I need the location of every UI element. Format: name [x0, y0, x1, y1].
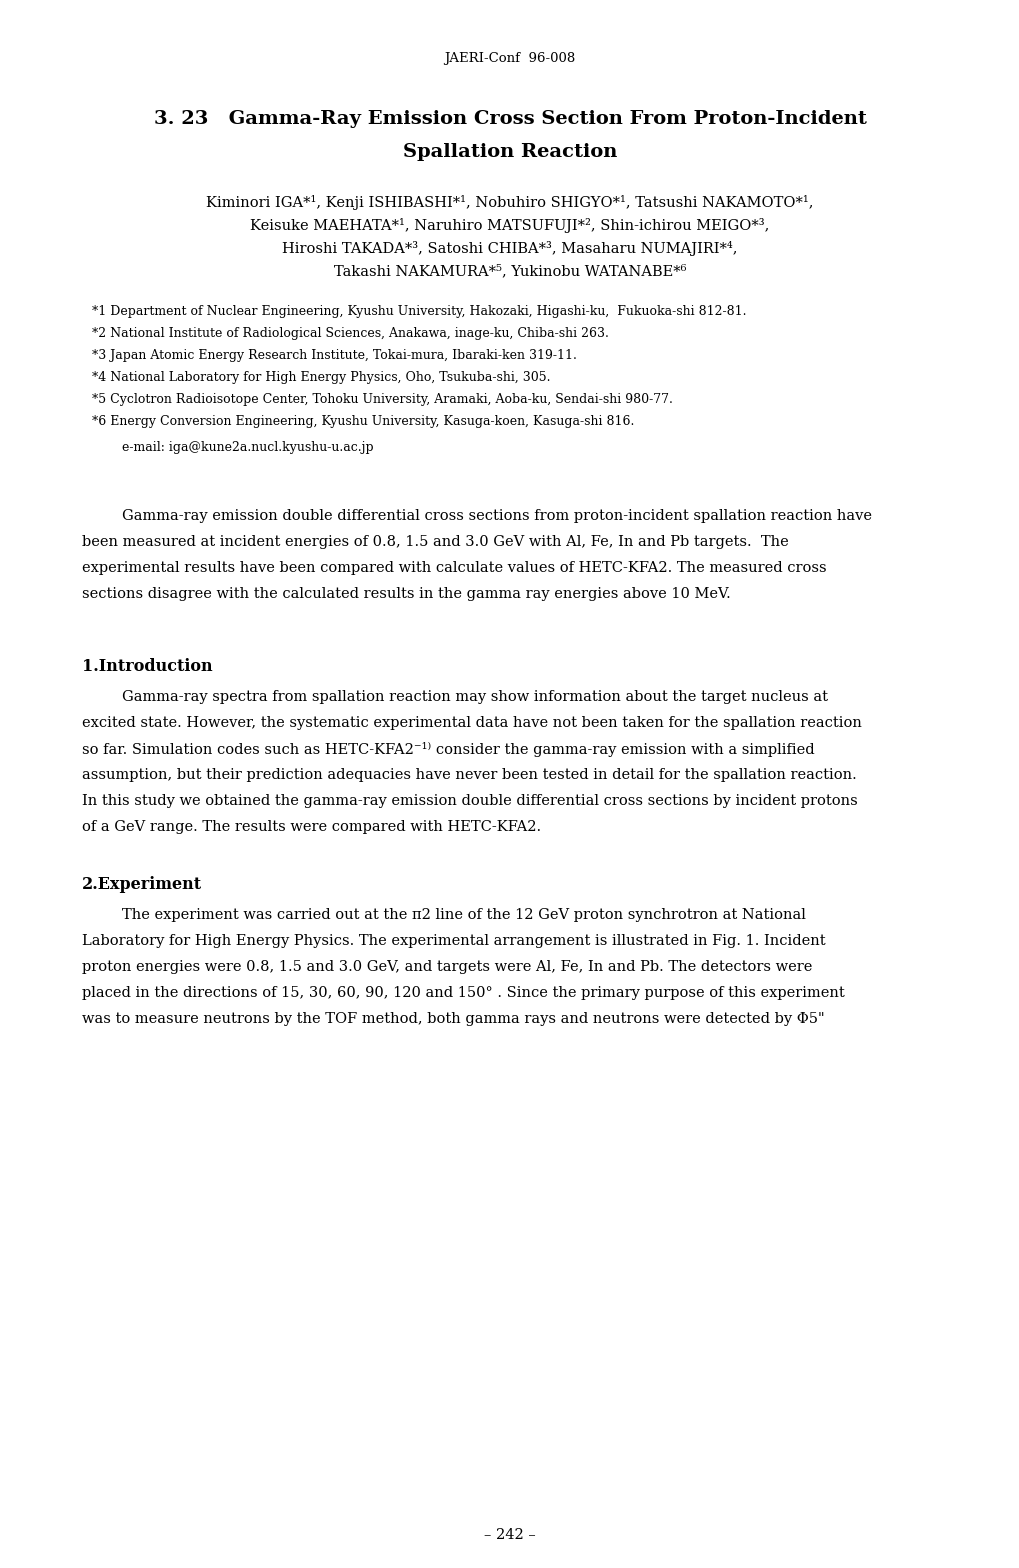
Text: *2 National Institute of Radiological Sciences, Anakawa, inage-ku, Chiba-shi 263: *2 National Institute of Radiological Sc… [92, 328, 608, 340]
Text: Laboratory for High Energy Physics. The experimental arrangement is illustrated : Laboratory for High Energy Physics. The … [82, 935, 824, 949]
Text: – 242 –: – 242 – [484, 1527, 535, 1541]
Text: 1.Introduction: 1.Introduction [82, 659, 212, 674]
Text: The experiment was carried out at the π2 line of the 12 GeV proton synchrotron a: The experiment was carried out at the π2… [122, 908, 805, 922]
Text: excited state. However, the systematic experimental data have not been taken for: excited state. However, the systematic e… [82, 717, 861, 731]
Text: Takashi NAKAMURA*⁵, Yukinobu WATANABE*⁶: Takashi NAKAMURA*⁵, Yukinobu WATANABE*⁶ [333, 263, 686, 278]
Text: Spallation Reaction: Spallation Reaction [403, 143, 616, 162]
Text: Keisuke MAEHATA*¹, Naruhiro MATSUFUJI*², Shin-ichirou MEIGO*³,: Keisuke MAEHATA*¹, Naruhiro MATSUFUJI*²,… [250, 218, 769, 234]
Text: *5 Cyclotron Radioisotope Center, Tohoku University, Aramaki, Aoba-ku, Sendai-sh: *5 Cyclotron Radioisotope Center, Tohoku… [92, 394, 673, 406]
Text: of a GeV range. The results were compared with HETC-KFA2.: of a GeV range. The results were compare… [82, 820, 541, 834]
Text: *6 Energy Conversion Engineering, Kyushu University, Kasuga-koen, Kasuga-shi 816: *6 Energy Conversion Engineering, Kyushu… [92, 416, 634, 428]
Text: proton energies were 0.8, 1.5 and 3.0 GeV, and targets were Al, Fe, In and Pb. T: proton energies were 0.8, 1.5 and 3.0 Ge… [82, 960, 811, 974]
Text: been measured at incident energies of 0.8, 1.5 and 3.0 GeV with Al, Fe, In and P: been measured at incident energies of 0.… [82, 535, 788, 549]
Text: 2.Experiment: 2.Experiment [82, 877, 202, 894]
Text: placed in the directions of 15, 30, 60, 90, 120 and 150° . Since the primary pur: placed in the directions of 15, 30, 60, … [82, 986, 844, 1000]
Text: 3. 23   Gamma-Ray Emission Cross Section From Proton-Incident: 3. 23 Gamma-Ray Emission Cross Section F… [154, 110, 865, 129]
Text: was to measure neutrons by the TOF method, both gamma rays and neutrons were det: was to measure neutrons by the TOF metho… [82, 1011, 823, 1025]
Text: Hiroshi TAKADA*³, Satoshi CHIBA*³, Masaharu NUMAJIRI*⁴,: Hiroshi TAKADA*³, Satoshi CHIBA*³, Masah… [282, 241, 737, 256]
Text: e-mail: iga@kune2a.nucl.kyushu-u.ac.jp: e-mail: iga@kune2a.nucl.kyushu-u.ac.jp [122, 441, 373, 455]
Text: experimental results have been compared with calculate values of HETC-KFA2. The : experimental results have been compared … [82, 561, 825, 575]
Text: In this study we obtained the gamma-ray emission double differential cross secti: In this study we obtained the gamma-ray … [82, 793, 857, 808]
Text: JAERI-Conf  96-008: JAERI-Conf 96-008 [444, 52, 575, 64]
Text: Gamma-ray spectra from spallation reaction may show information about the target: Gamma-ray spectra from spallation reacti… [122, 690, 827, 704]
Text: sections disagree with the calculated results in the gamma ray energies above 10: sections disagree with the calculated re… [82, 586, 730, 601]
Text: assumption, but their prediction adequacies have never been tested in detail for: assumption, but their prediction adequac… [82, 768, 856, 782]
Text: *1 Department of Nuclear Engineering, Kyushu University, Hakozaki, Higashi-ku,  : *1 Department of Nuclear Engineering, Ky… [92, 306, 746, 318]
Text: Kiminori IGA*¹, Kenji ISHIBASHI*¹, Nobuhiro SHIGYO*¹, Tatsushi NAKAMOTO*¹,: Kiminori IGA*¹, Kenji ISHIBASHI*¹, Nobuh… [206, 194, 813, 210]
Text: *4 National Laboratory for High Energy Physics, Oho, Tsukuba-shi, 305.: *4 National Laboratory for High Energy P… [92, 372, 550, 384]
Text: Gamma-ray emission double differential cross sections from proton-incident spall: Gamma-ray emission double differential c… [122, 510, 871, 524]
Text: *3 Japan Atomic Energy Research Institute, Tokai-mura, Ibaraki-ken 319-11.: *3 Japan Atomic Energy Research Institut… [92, 350, 577, 362]
Text: so far. Simulation codes such as HETC-KFA2⁻¹⁾ consider the gamma-ray emission wi: so far. Simulation codes such as HETC-KF… [82, 742, 814, 757]
